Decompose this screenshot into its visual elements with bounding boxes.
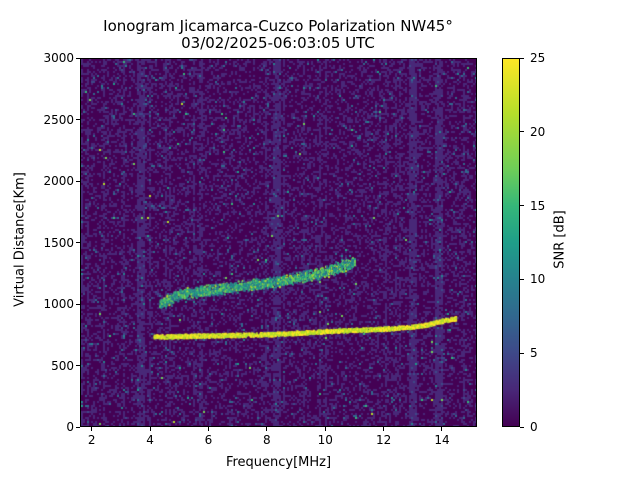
x-tick-label: 12 bbox=[375, 433, 392, 447]
colorbar-tick bbox=[520, 57, 524, 59]
colorbar-tick-label: 20 bbox=[530, 124, 546, 139]
colorbar-tick bbox=[520, 131, 524, 133]
x-tick bbox=[149, 427, 151, 431]
colorbar-tick bbox=[520, 205, 524, 207]
x-tick bbox=[441, 427, 443, 431]
colorbar-tick-label: 10 bbox=[530, 272, 546, 287]
y-tick bbox=[76, 57, 80, 59]
y-tick-label: 500 bbox=[51, 358, 74, 373]
y-tick bbox=[76, 365, 80, 366]
x-tick bbox=[324, 427, 326, 431]
y-axis-label: Virtual Distance[Km] bbox=[12, 172, 28, 307]
x-tick-label: 6 bbox=[204, 433, 213, 447]
chart-title-line1: Ionogram Jicamarca-Cuzco Polarization NW… bbox=[103, 17, 453, 35]
y-tick-label: 1000 bbox=[43, 297, 74, 311]
x-tick bbox=[266, 427, 268, 431]
colorbar-tick bbox=[520, 426, 524, 428]
ionogram-heatmap bbox=[80, 58, 477, 427]
colorbar-tick bbox=[520, 278, 524, 280]
y-tick bbox=[76, 242, 80, 243]
x-tick bbox=[207, 427, 209, 431]
y-tick-label: 3000 bbox=[43, 51, 74, 65]
y-tick-label: 0 bbox=[66, 420, 74, 434]
colorbar-tick-label: 5 bbox=[530, 346, 538, 361]
x-tick bbox=[91, 427, 93, 431]
y-tick-label: 1500 bbox=[43, 235, 74, 250]
colorbar-tick bbox=[520, 352, 524, 354]
x-tick-label: 14 bbox=[434, 433, 450, 447]
x-tick-label: 8 bbox=[262, 433, 271, 447]
x-tick-label: 10 bbox=[317, 433, 333, 447]
y-tick bbox=[76, 119, 80, 120]
y-tick-label: 2000 bbox=[43, 174, 74, 188]
chart-title-line2: 03/02/2025-06:03:05 UTC bbox=[181, 34, 375, 52]
y-tick bbox=[76, 303, 80, 305]
colorbar-tick-label: 25 bbox=[530, 51, 546, 65]
colorbar-tick-label: 0 bbox=[530, 420, 538, 434]
x-tick-label: 4 bbox=[146, 433, 154, 447]
x-tick-label: 2 bbox=[87, 433, 96, 447]
x-axis-label: Frequency[MHz] bbox=[225, 455, 332, 470]
y-tick-label: 2500 bbox=[43, 112, 74, 127]
colorbar-label: SNR [dB] bbox=[552, 210, 568, 269]
colorbar-tick-label: 15 bbox=[530, 198, 546, 213]
y-tick bbox=[76, 426, 80, 428]
y-tick bbox=[76, 180, 80, 182]
x-tick bbox=[383, 427, 385, 431]
colorbar bbox=[502, 58, 520, 427]
